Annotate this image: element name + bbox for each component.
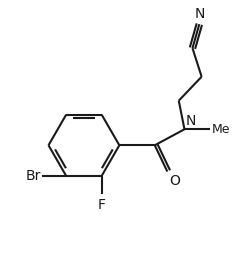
Text: Br: Br [26,169,41,183]
Text: O: O [170,174,181,188]
Text: N: N [186,114,196,128]
Text: Me: Me [212,123,230,136]
Text: N: N [194,7,205,21]
Text: F: F [98,198,106,212]
